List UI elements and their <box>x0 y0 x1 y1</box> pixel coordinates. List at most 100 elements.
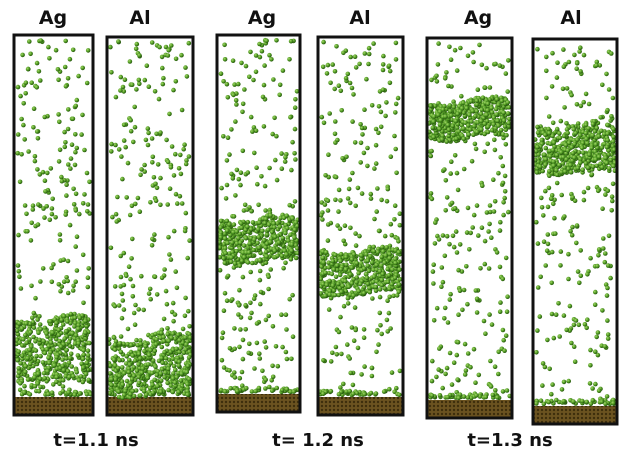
atom <box>119 334 124 339</box>
atom <box>465 302 470 307</box>
atom <box>137 78 142 83</box>
atom <box>37 338 42 343</box>
atom <box>182 142 187 147</box>
atom <box>578 133 583 138</box>
atom <box>582 53 587 58</box>
atom <box>498 300 503 305</box>
atom <box>259 290 264 295</box>
atom <box>605 394 610 399</box>
atom <box>157 45 162 50</box>
atom <box>25 229 30 234</box>
atom <box>17 269 22 274</box>
atom <box>502 348 507 353</box>
atom <box>370 260 375 265</box>
atom <box>368 254 373 259</box>
atom <box>466 395 471 400</box>
atom <box>273 235 278 240</box>
atom <box>233 119 238 124</box>
atom <box>591 164 596 169</box>
atom <box>487 312 492 317</box>
atom <box>20 326 25 331</box>
atom <box>554 312 559 317</box>
atom <box>380 283 385 288</box>
atom <box>603 192 608 197</box>
atom <box>180 201 185 206</box>
atom <box>278 83 283 88</box>
atom <box>436 62 441 67</box>
atom <box>366 259 371 264</box>
atom <box>22 390 27 395</box>
atom <box>436 113 441 118</box>
atom <box>80 113 85 118</box>
atom <box>171 371 176 376</box>
atom <box>433 241 438 246</box>
atom <box>140 370 145 375</box>
atom <box>56 112 61 117</box>
atom <box>337 83 342 88</box>
atom <box>605 123 610 128</box>
atom <box>566 252 571 257</box>
atom <box>542 152 547 157</box>
atom <box>321 358 326 363</box>
atom <box>185 256 190 261</box>
atom <box>365 146 370 151</box>
atom <box>225 158 230 163</box>
atom <box>446 123 451 128</box>
atom <box>559 119 564 124</box>
atom <box>245 224 250 229</box>
atom <box>576 269 581 274</box>
atom <box>547 400 552 405</box>
atom <box>75 98 80 103</box>
atom <box>139 167 144 172</box>
atom <box>456 312 461 317</box>
atom <box>584 400 589 405</box>
atom <box>47 361 52 366</box>
atom <box>462 288 467 293</box>
atom <box>350 257 355 262</box>
atom <box>396 239 401 244</box>
atom <box>551 121 556 126</box>
atom <box>600 83 605 88</box>
atom <box>370 366 375 371</box>
atom <box>473 380 478 385</box>
atom <box>169 336 174 341</box>
atom <box>238 376 243 381</box>
atom <box>605 318 610 323</box>
atom <box>482 132 487 137</box>
atom <box>326 152 331 157</box>
atom <box>385 199 390 204</box>
atom <box>487 222 492 227</box>
atom <box>501 110 506 115</box>
atom <box>133 322 138 327</box>
atom <box>166 367 171 372</box>
atom <box>502 118 507 123</box>
atom <box>262 124 267 129</box>
atom <box>281 266 286 271</box>
atom <box>335 138 340 143</box>
atom <box>356 186 361 191</box>
atom <box>119 350 124 355</box>
atom <box>354 280 359 285</box>
atom <box>177 363 182 368</box>
atom <box>606 336 611 341</box>
atom <box>445 395 450 400</box>
atom <box>179 172 184 177</box>
atom <box>447 45 452 50</box>
atom <box>468 127 473 132</box>
atom <box>486 229 491 234</box>
atom <box>257 386 262 391</box>
atom <box>293 105 298 110</box>
atom <box>279 151 284 156</box>
atom <box>49 266 54 271</box>
atom <box>536 285 541 290</box>
atom <box>234 102 239 107</box>
atom <box>50 206 55 211</box>
atom <box>482 150 487 155</box>
atom <box>429 78 434 83</box>
atom <box>44 331 49 336</box>
time-label: t=1.3 ns <box>467 430 552 451</box>
atom <box>36 202 41 207</box>
atom <box>35 61 40 66</box>
atom <box>550 51 555 56</box>
atom <box>23 91 28 96</box>
